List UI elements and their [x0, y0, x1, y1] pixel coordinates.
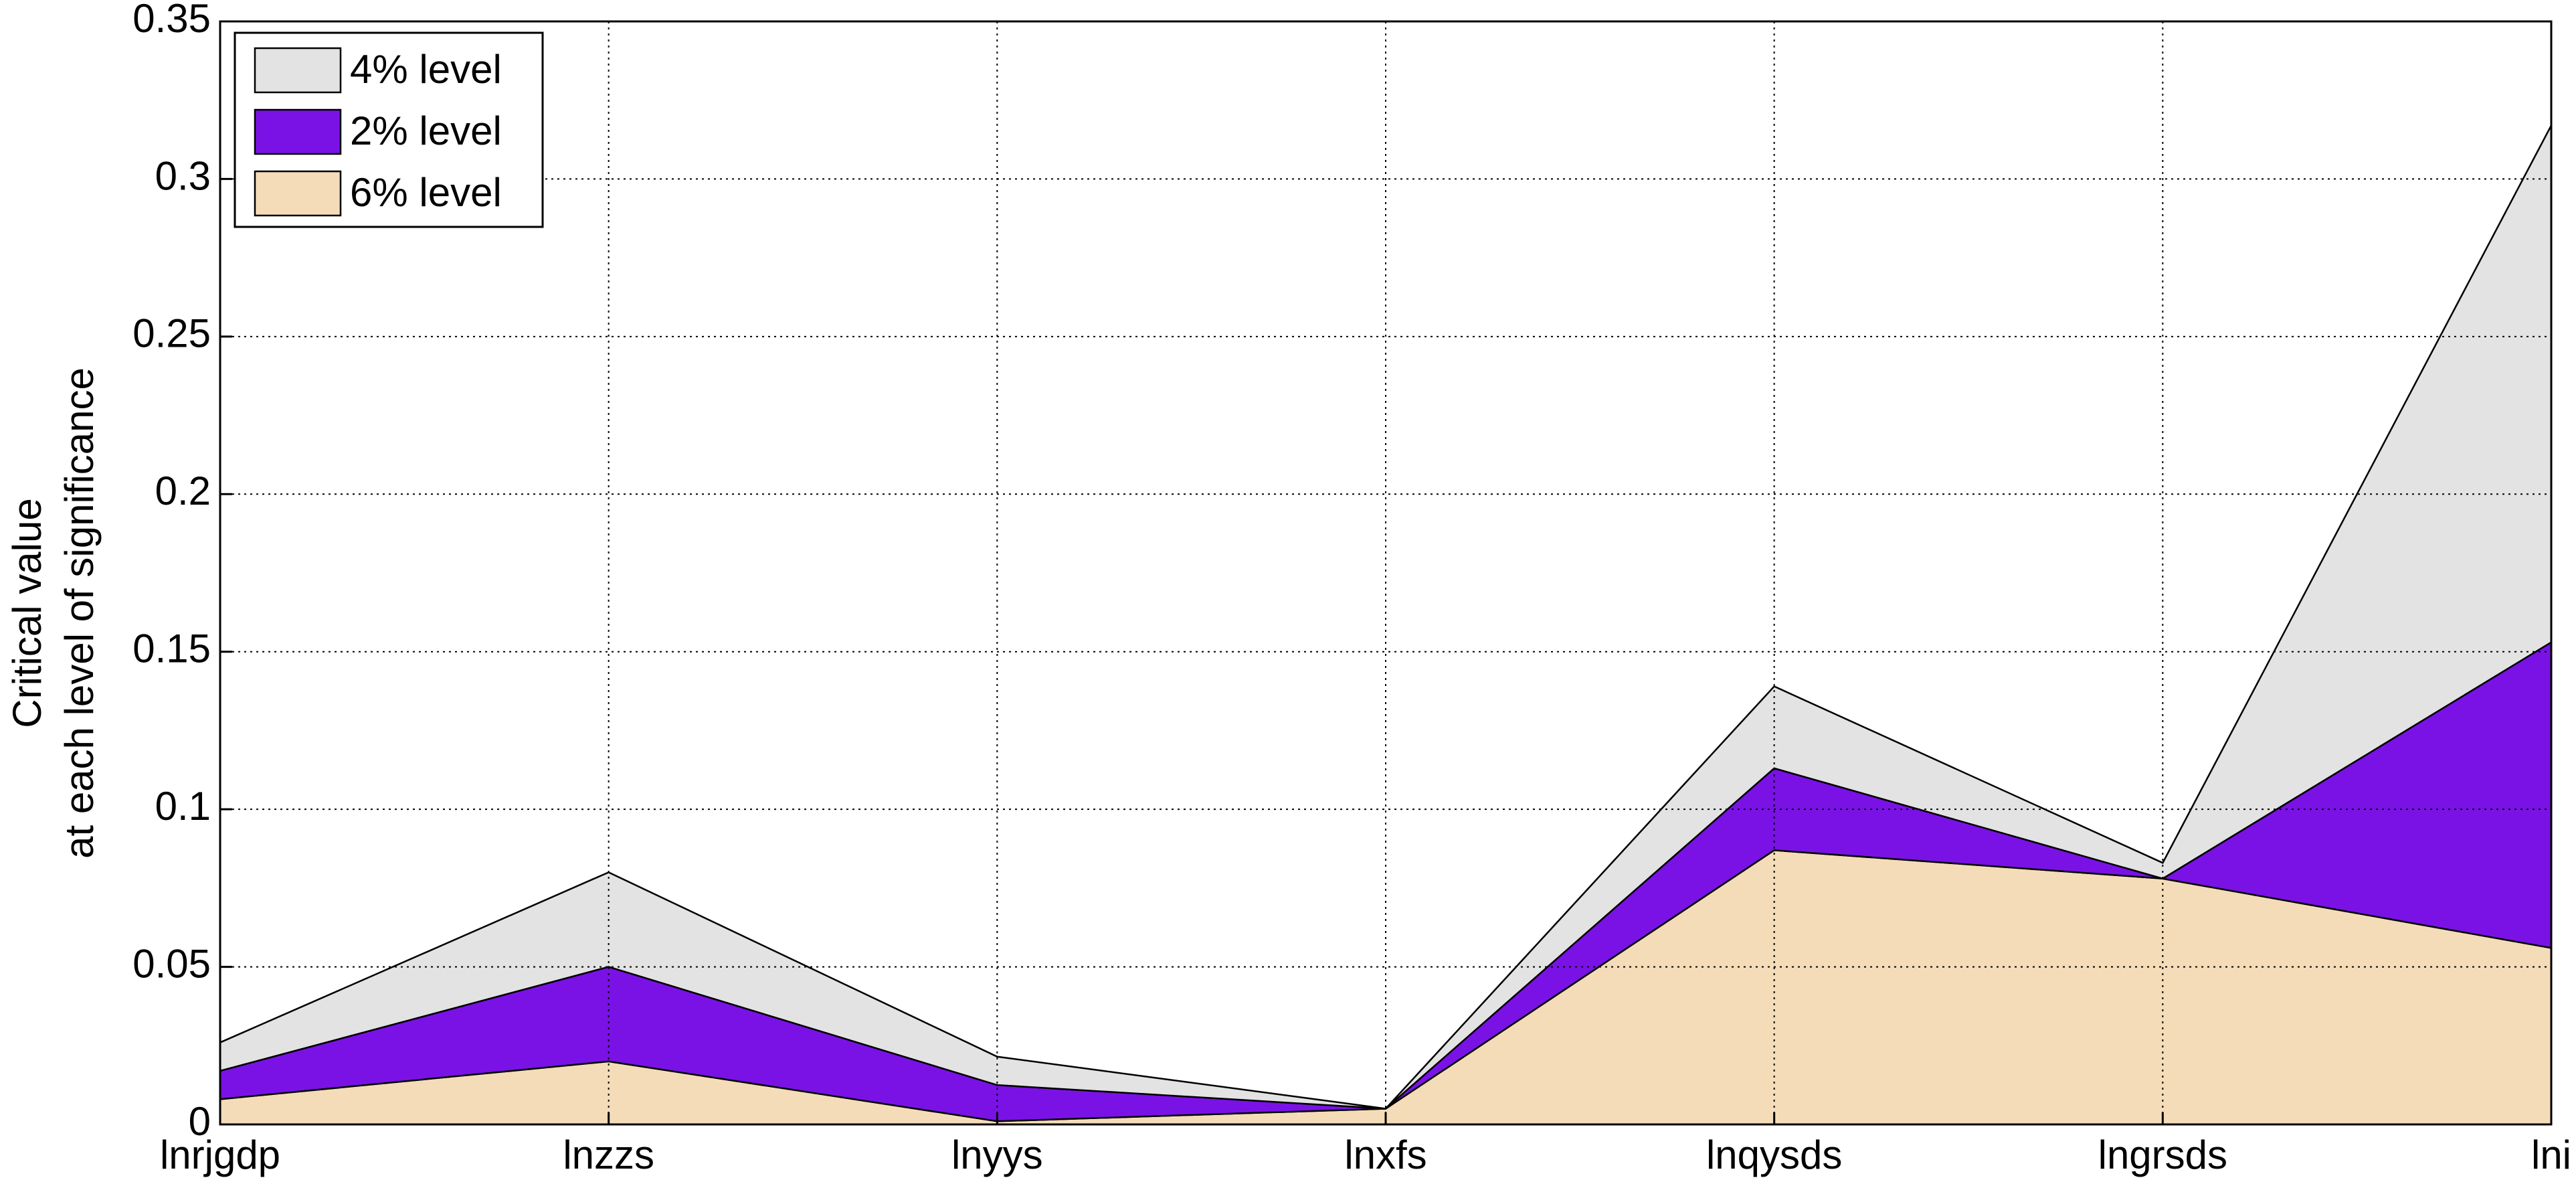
y-tick-label: 0.1	[155, 784, 211, 829]
x-tick-label: lnyys	[951, 1132, 1043, 1177]
y-tick-label: 0.3	[155, 153, 211, 198]
x-tick-label: lnqysds	[1706, 1132, 1842, 1177]
legend-swatch	[254, 108, 342, 155]
y-tick-label: 0.25	[132, 311, 211, 356]
y-tick-label: 0	[189, 1099, 211, 1144]
y-tick-label: 0.35	[132, 0, 211, 41]
x-tick-label: lni	[2531, 1132, 2571, 1177]
x-tick-label: lnzzs	[563, 1132, 654, 1177]
x-tick-label: lnrjgdp	[160, 1132, 280, 1177]
legend-swatch	[254, 47, 342, 94]
legend-swatch	[254, 170, 342, 217]
x-tick-label: lngrsds	[2098, 1132, 2227, 1177]
y-axis-label: at each level of significance	[57, 367, 102, 859]
y-tick-label: 0.2	[155, 469, 211, 513]
x-tick-label: lnxfs	[1344, 1132, 1427, 1177]
y-axis-label: Critical value	[5, 498, 50, 728]
y-tick-label: 0.15	[132, 626, 211, 671]
legend-label: 2% level	[350, 108, 502, 153]
legend-label: 6% level	[350, 170, 502, 215]
y-tick-label: 0.05	[132, 941, 211, 986]
legend-label: 4% level	[350, 47, 502, 92]
